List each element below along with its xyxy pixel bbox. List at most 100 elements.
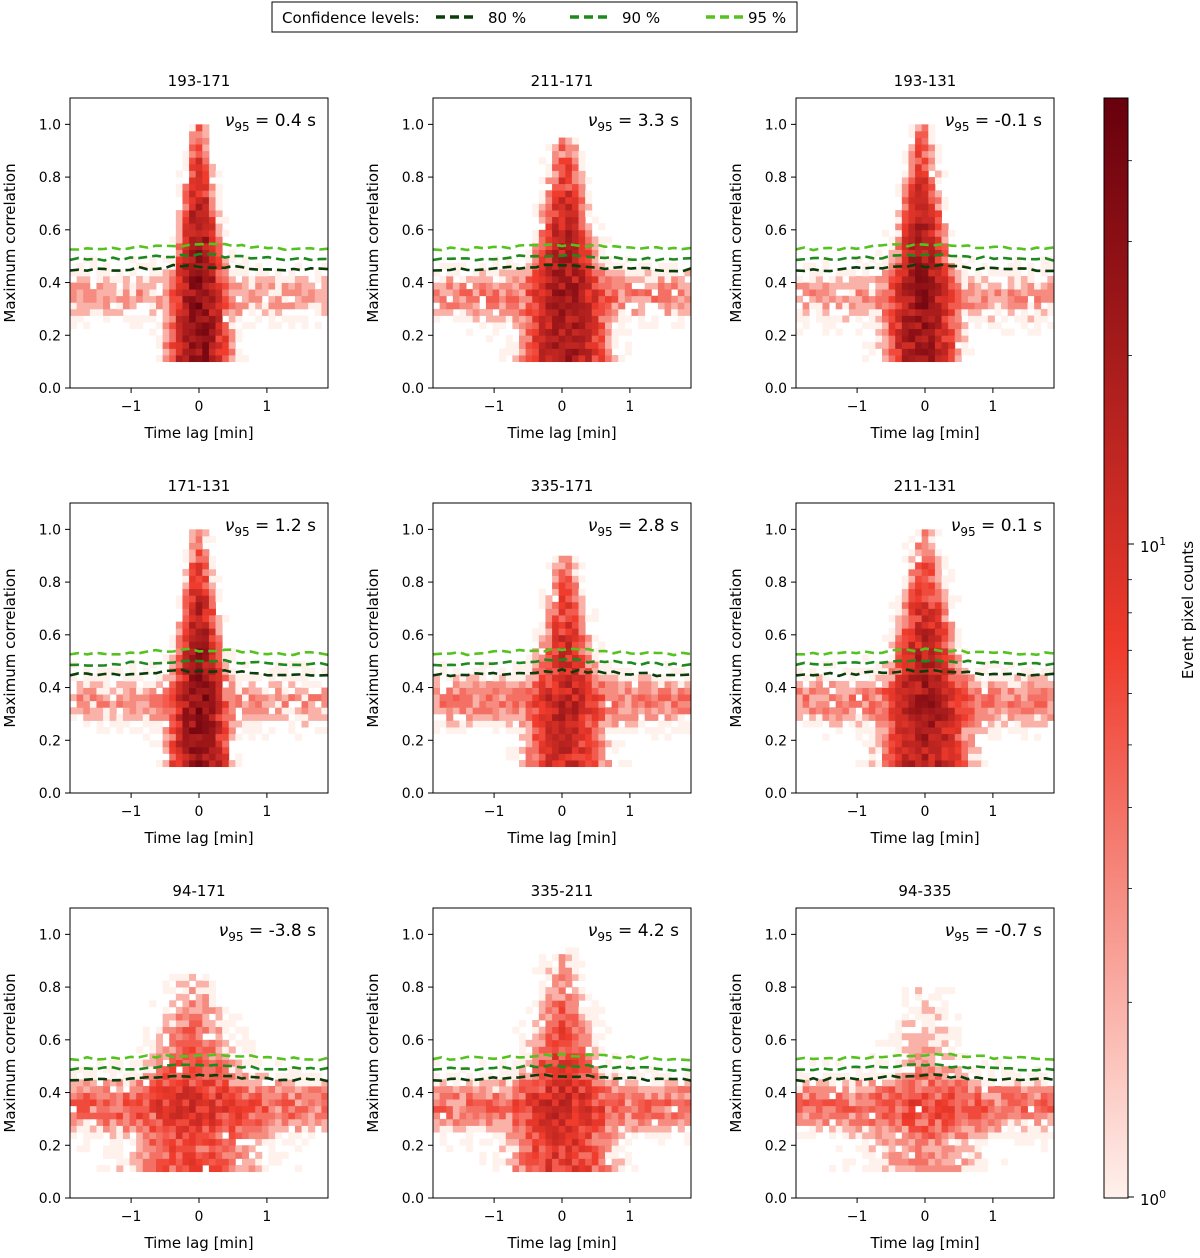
heatmap-cell — [558, 661, 566, 669]
heatmap-cell — [248, 680, 256, 688]
heatmap-cell — [585, 746, 593, 754]
heatmap-cell — [321, 308, 329, 316]
heatmap-cell — [208, 216, 216, 224]
heatmap-cell — [275, 1092, 283, 1100]
heatmap-cell — [136, 289, 144, 297]
heatmap-cell — [908, 746, 916, 754]
heatmap-cell — [228, 1165, 236, 1173]
heatmap-cell — [129, 687, 137, 695]
heatmap-cell — [948, 575, 956, 583]
heatmap-cell — [948, 275, 956, 283]
heatmap-cell — [182, 355, 190, 363]
heatmap-cell — [103, 1151, 111, 1159]
heatmap-cell — [868, 1079, 876, 1087]
heatmap-cell — [605, 674, 613, 682]
heatmap-cell — [202, 575, 210, 583]
heatmap-cell — [862, 687, 870, 695]
heatmap-cell — [308, 1099, 316, 1107]
heatmap-cell — [76, 282, 84, 290]
heatmap-cell — [89, 674, 97, 682]
heatmap-cell — [1027, 315, 1035, 323]
heatmap-cell — [605, 302, 613, 310]
heatmap-cell — [156, 760, 164, 768]
heatmap-cell — [565, 568, 573, 576]
heatmap-cell — [921, 680, 929, 688]
heatmap-cell — [1047, 295, 1055, 303]
heatmap-cell — [545, 269, 553, 277]
heatmap-cell — [1027, 269, 1035, 277]
heatmap-cell — [941, 243, 949, 250]
heatmap-cell — [235, 1165, 243, 1173]
heatmap-cell — [558, 322, 566, 330]
heatmap-cell — [83, 302, 91, 310]
heatmap-cell — [598, 1033, 606, 1041]
confidence-line-80 — [69, 668, 329, 677]
heatmap-cell — [288, 720, 296, 728]
heatmap-cell — [479, 674, 487, 682]
heatmap-cell — [545, 355, 553, 363]
heatmap-cell — [222, 348, 230, 356]
heatmap-cell — [954, 289, 962, 297]
heatmap-cell — [499, 1066, 507, 1074]
heatmap-cell — [571, 595, 579, 603]
heatmap-cell — [558, 302, 566, 310]
heatmap-cell — [802, 1132, 810, 1140]
heatmap-cell — [908, 694, 916, 702]
heatmap-cell — [605, 355, 613, 363]
heatmap-cell — [492, 328, 500, 336]
heatmap-cell — [452, 674, 460, 682]
heatmap-cell — [565, 1165, 573, 1173]
heatmap-cell — [116, 1112, 124, 1120]
heatmap-cell — [552, 150, 560, 158]
heatmap-cell — [215, 256, 223, 264]
heatmap-cell — [578, 628, 586, 636]
heatmap-cell — [70, 1085, 78, 1093]
heatmap-cell — [954, 348, 962, 356]
heatmap-cell — [122, 1099, 130, 1107]
heatmap-cell — [512, 713, 520, 721]
heatmap-cell — [89, 1112, 97, 1120]
heatmap-cell — [605, 1026, 613, 1034]
heatmap-cell — [558, 595, 566, 603]
heatmap-cell — [552, 1072, 560, 1080]
heatmap-cell — [156, 1099, 164, 1107]
heatmap-cell — [83, 713, 91, 721]
heatmap-cell — [941, 328, 949, 336]
heatmap-cell — [545, 760, 553, 768]
heatmap-cell — [796, 295, 804, 303]
heatmap-cell — [505, 289, 513, 297]
heatmap-cell — [578, 302, 586, 310]
heatmap-cell — [208, 243, 216, 250]
heatmap-cell — [968, 753, 976, 761]
heatmap-cell — [189, 243, 197, 250]
heatmap-cell — [321, 1085, 329, 1093]
heatmap-cell — [122, 707, 130, 715]
heatmap-cell — [538, 289, 546, 297]
heatmap-cell — [624, 328, 632, 336]
heatmap-cell — [545, 727, 553, 735]
heatmap-cell — [822, 295, 830, 303]
heatmap-cell — [169, 322, 177, 330]
confidence-line-95 — [796, 647, 1055, 657]
heatmap-cell — [848, 694, 856, 702]
heatmap-cell — [961, 687, 969, 695]
heatmap-cell — [275, 1099, 283, 1107]
heatmap-cell — [70, 694, 78, 702]
heatmap-cell — [875, 335, 883, 343]
heatmap-cell — [968, 256, 976, 264]
heatmap-cell — [888, 1085, 896, 1093]
heatmap-cell — [578, 1125, 586, 1133]
heatmap-cell — [519, 1145, 527, 1153]
heatmap-cell — [169, 1013, 177, 1021]
heatmap-cell — [901, 150, 909, 158]
heatmap-cell — [175, 654, 183, 662]
heatmap-cell — [195, 760, 203, 768]
heatmap-cell — [578, 694, 586, 702]
x-axis-label: Time lag [min] — [506, 1234, 616, 1252]
heatmap-cell — [142, 289, 150, 297]
heatmap-cell — [888, 289, 896, 297]
heatmap-cell — [921, 243, 929, 250]
heatmap-cell — [941, 295, 949, 303]
heatmap-cell — [519, 760, 527, 768]
heatmap-cell — [585, 210, 593, 218]
